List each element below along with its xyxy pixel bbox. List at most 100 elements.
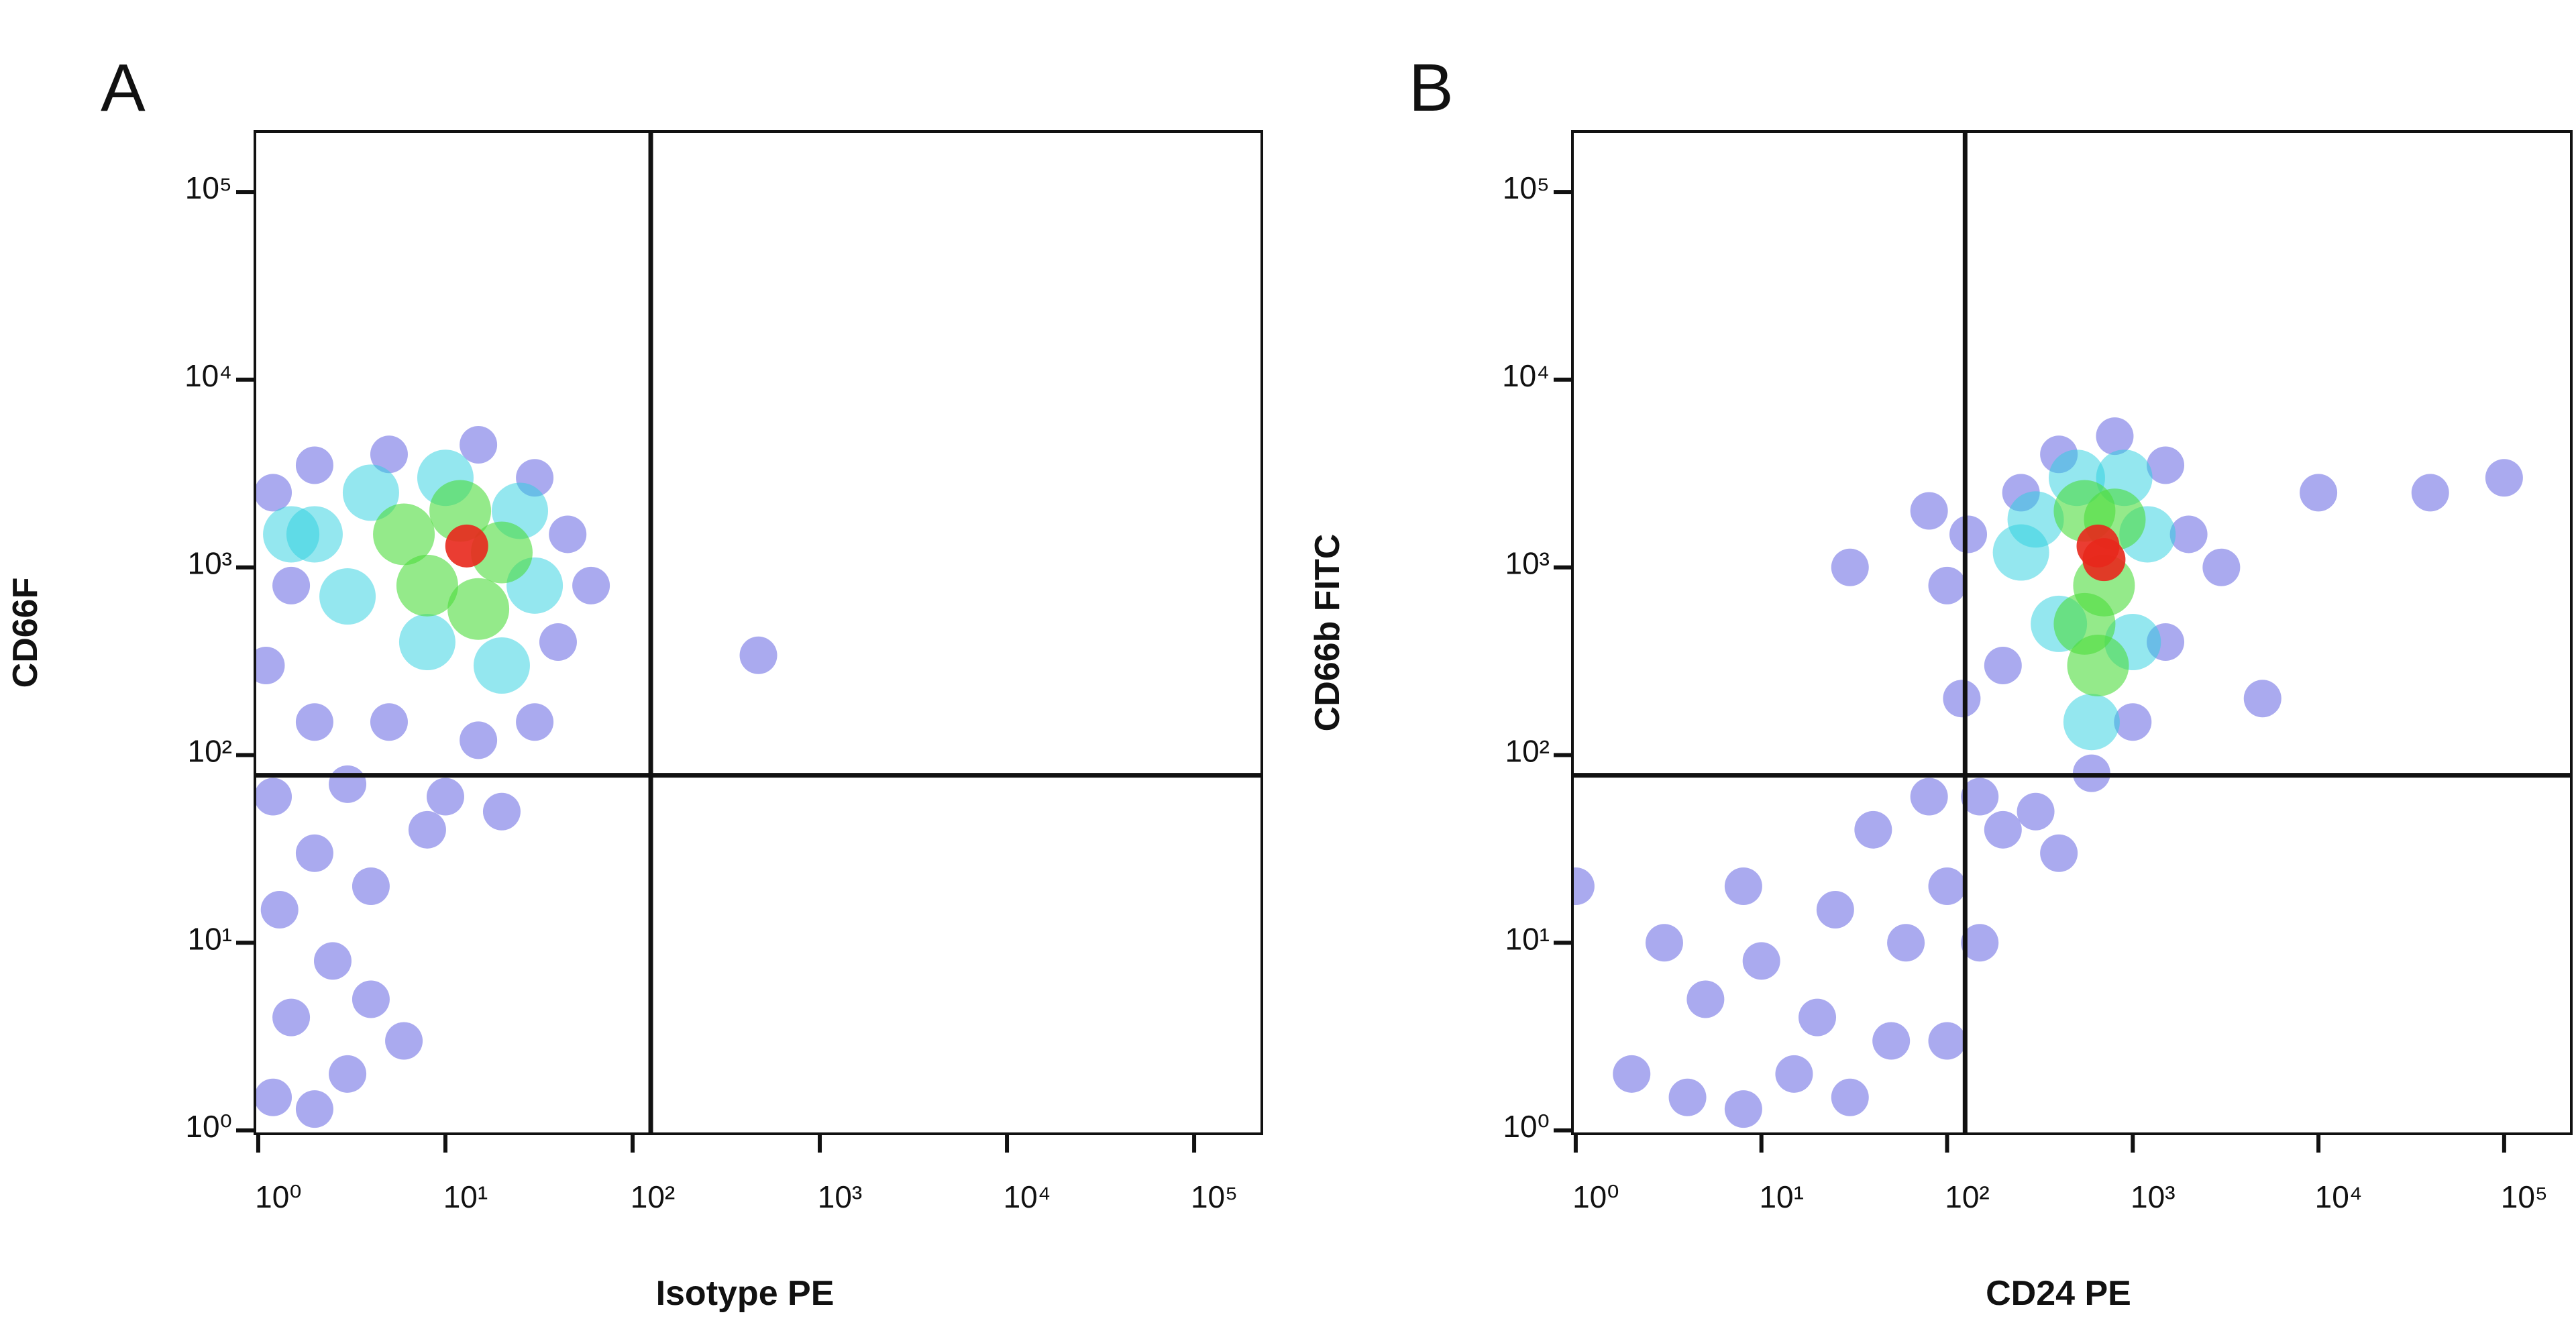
event-density [1949, 515, 1988, 553]
x-tick-label: 10³ [818, 1179, 862, 1214]
event-density [1799, 998, 1837, 1037]
event-density [549, 515, 587, 553]
event-density [426, 778, 464, 816]
event-density [295, 834, 333, 872]
event-density [1928, 867, 1966, 906]
event-density [295, 703, 333, 741]
event-density [1872, 1022, 1911, 1060]
x-tick-label: 10¹ [1759, 1179, 1803, 1214]
event-density [370, 435, 408, 474]
y-tick-label: 10³ [188, 546, 232, 581]
x-tick-label: 10⁴ [2315, 1179, 2363, 1214]
plot-frame [1571, 130, 2573, 1135]
event-density [370, 703, 408, 741]
event-density [2411, 474, 2449, 512]
event-density [2040, 834, 2078, 872]
y-tick-label: 10¹ [1505, 921, 1550, 956]
event-density [385, 1022, 423, 1060]
event-density [445, 524, 488, 568]
event-density [1854, 810, 1892, 849]
event-density [460, 721, 498, 759]
y-tick-label: 10⁴ [1502, 358, 1550, 393]
event-density [516, 703, 554, 741]
event-density [255, 1078, 292, 1116]
x-tick-label: 10² [631, 1179, 675, 1214]
y-tick-label: 10⁴ [184, 358, 232, 393]
event-density [1816, 890, 1854, 928]
y-tick-label: 10⁵ [1503, 170, 1550, 205]
event-density [460, 425, 498, 464]
y-tick-label: 10⁵ [185, 170, 232, 205]
event-density [470, 521, 533, 584]
event-density [408, 810, 446, 849]
event-density [1984, 646, 2022, 684]
y-tick-label: 10² [1505, 733, 1550, 768]
event-density [260, 890, 299, 928]
event-density [1572, 867, 1595, 906]
panel-letter: B [1409, 50, 1454, 125]
event-density [2063, 694, 2120, 751]
y-tick-label: 10² [188, 733, 232, 768]
event-density [1992, 524, 2049, 581]
event-density [1724, 867, 1762, 906]
event-density [473, 637, 530, 694]
event-density [295, 446, 333, 484]
y-tick-label: 10³ [1505, 546, 1550, 581]
event-density [1724, 1090, 1762, 1128]
event-density [396, 554, 458, 617]
points [255, 425, 777, 1128]
x-tick-label: 10⁰ [255, 1179, 302, 1214]
event-density [2096, 417, 2134, 456]
event-density [272, 998, 311, 1037]
x-axis-label: Isotype PE [656, 1274, 835, 1313]
event-density [352, 867, 390, 906]
y-axis-label: CD66b FITC [1308, 534, 1347, 732]
event-density [272, 566, 311, 604]
event-density [1831, 548, 1869, 586]
event-density [1613, 1055, 1651, 1093]
event-density [319, 568, 376, 625]
event-density [255, 778, 292, 816]
event-density [2082, 538, 2126, 582]
event-density [1831, 1078, 1869, 1116]
event-density [2485, 459, 2523, 497]
event-density [1961, 778, 1999, 816]
y-tick-label: 10⁰ [1503, 1109, 1550, 1144]
y-axis-label: CD66F [6, 578, 45, 688]
event-density [2243, 680, 2282, 718]
event-density [1943, 680, 1981, 718]
event-density [1775, 1055, 1813, 1093]
x-tick-label: 10⁵ [2501, 1179, 2548, 1214]
panel: B 10⁰ 10¹ 10² 10³ 10⁴ 10⁵ 10⁰ 10¹ 10² 10³ 10⁴ 10⁵ CD2… [1308, 50, 2573, 1313]
x-tick-label: 10⁰ [1572, 1179, 1619, 1214]
event-density [342, 464, 399, 521]
event-density [1984, 810, 2022, 849]
event-density [1928, 566, 1966, 604]
event-density [2300, 474, 2338, 512]
event-density [373, 503, 435, 566]
event-density [352, 980, 390, 1018]
event-density [295, 1090, 333, 1128]
event-density [2017, 792, 2055, 831]
plot-frame [254, 130, 1263, 1135]
event-density [2202, 548, 2241, 586]
event-density [1887, 924, 1925, 962]
points [1572, 417, 2523, 1128]
event-density [329, 765, 367, 803]
x-axis-label: CD24 PE [1986, 1274, 2131, 1313]
event-density [2114, 703, 2152, 741]
event-density [255, 647, 285, 684]
panel: A 10⁰ 10¹ 10² 10³ 10⁴ 10⁵ 10⁰ 10¹ 10² 10³ 10⁴ 10⁵ Iso… [6, 50, 1263, 1313]
x-tick-label: 10⁵ [1191, 1179, 1238, 1214]
event-density [1961, 924, 1999, 962]
event-density [1910, 492, 1948, 530]
x-tick-label: 10³ [2131, 1179, 2175, 1214]
event-density [1645, 924, 1683, 962]
event-density [398, 614, 455, 671]
event-density [2067, 634, 2129, 696]
event-density [1668, 1078, 1707, 1116]
y-tick-label: 10¹ [188, 921, 232, 956]
event-density [263, 506, 320, 563]
event-density [255, 474, 292, 512]
